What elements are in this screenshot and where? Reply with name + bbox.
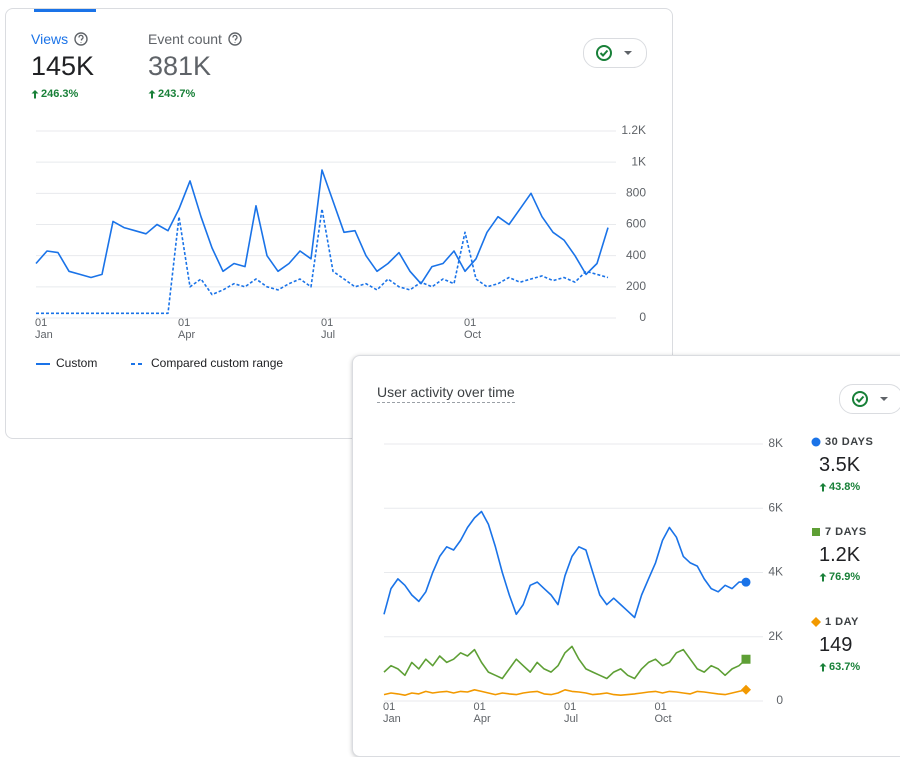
metric-change: 246.3% — [31, 88, 94, 100]
up-arrow — [819, 483, 827, 492]
x-tick-label: 01 Apr — [178, 317, 196, 341]
series-line — [383, 510, 746, 619]
arrow-shape — [819, 483, 827, 492]
y-tick-label: 200 — [626, 279, 646, 293]
legend-entry: 7 DAYS 1.2K 76.9% — [811, 526, 891, 583]
x-tick-label: 01 Apr — [473, 701, 491, 725]
arrow-shape — [148, 90, 156, 99]
metric-label-row: Event count — [148, 31, 242, 47]
legend-name: 7 DAYS — [825, 526, 867, 538]
legend-total: 3.5K — [819, 454, 861, 476]
arrow-shape — [819, 663, 827, 672]
y-tick-label: 8K — [768, 436, 783, 450]
check-mark — [599, 49, 609, 57]
legend-name-row: 30 DAYS — [811, 436, 891, 448]
up-arrow — [819, 573, 827, 582]
change-text: 76.9% — [829, 571, 861, 583]
marker-shape — [811, 437, 821, 447]
metric: Event count 381K 243.7% — [148, 31, 242, 100]
metric-label: Event count — [148, 31, 222, 47]
button-icons — [852, 391, 888, 407]
marker-shape — [812, 528, 820, 536]
change-text: 243.7% — [158, 88, 196, 100]
marker-shape — [811, 617, 821, 627]
legend-label: Custom — [56, 356, 97, 370]
arrow-shape — [819, 573, 827, 582]
legend-name: 1 DAY — [825, 616, 859, 628]
x-tick-label: 01 Jan — [35, 317, 53, 341]
metric-label: Views — [31, 31, 69, 47]
compare-button[interactable] — [583, 38, 647, 68]
up-arrow — [819, 663, 827, 672]
up-arrow — [148, 90, 156, 99]
compare-button[interactable] — [839, 384, 900, 414]
change-text: 43.8% — [829, 481, 861, 493]
change-text: 246.3% — [41, 88, 79, 100]
info-glyph — [232, 34, 238, 43]
y-tick-label: 800 — [626, 186, 646, 200]
series-line — [36, 208, 609, 315]
y-tick-label: 4K — [768, 565, 783, 579]
change-text: 63.7% — [829, 661, 861, 673]
metric: Views 145K 246.3% — [31, 31, 94, 100]
metric-change: 243.7% — [148, 88, 242, 100]
legend-marker — [812, 528, 820, 536]
end-marker — [741, 654, 751, 664]
metric-label-row: Views — [31, 31, 94, 47]
check-mark — [855, 395, 865, 403]
end-marker — [741, 684, 751, 695]
y-tick-label: 2K — [768, 629, 783, 643]
chart-title: User activity over time — [377, 384, 515, 403]
check-icon — [852, 391, 868, 407]
y-tick-label: 0 — [776, 693, 783, 707]
check-icon — [596, 45, 612, 61]
views-card: Views 145K 246.3% Event count 381K 243.7% 0 20… — [5, 8, 673, 439]
legend-marker — [811, 617, 821, 627]
legend-entry: 30 DAYS 3.5K 43.8% — [811, 436, 891, 493]
end-marker — [741, 577, 751, 587]
user-activity-card: User activity over time 0 2K 4K 6K 8K 01 Jan… — [352, 355, 900, 757]
y-tick-label: 400 — [626, 248, 646, 262]
x-tick-label: 01 Jul — [564, 701, 579, 725]
legend-entry: 1 DAY 149 63.7% — [811, 616, 891, 673]
caret — [624, 51, 632, 55]
y-tick-label: 600 — [626, 217, 646, 231]
info-icon — [228, 32, 242, 46]
x-tick-label: 01 Oct — [464, 317, 482, 341]
y-tick-label: 1.2K — [621, 123, 646, 137]
legend-total: 149 — [819, 634, 853, 656]
metric-value: 381K — [148, 51, 212, 81]
series-line — [383, 645, 747, 680]
series-line — [383, 689, 747, 696]
up-arrow — [31, 90, 39, 99]
legend-change: 76.9% — [819, 571, 891, 583]
arrow-shape — [31, 90, 39, 99]
chart: 0 2K 4K 6K 8K — [383, 436, 783, 707]
info-circle — [74, 32, 88, 46]
legend-name-row: 7 DAYS — [811, 526, 891, 538]
series-line — [35, 169, 609, 285]
legend-name-row: 1 DAY — [811, 616, 891, 628]
info-circle — [228, 32, 242, 46]
x-tick-label: 01 Jul — [321, 317, 336, 341]
legend-change: 43.8% — [819, 481, 891, 493]
button-icons — [596, 45, 632, 61]
legend-name: 30 DAYS — [825, 436, 874, 448]
tab-indicator — [34, 9, 96, 12]
y-tick-label: 6K — [768, 500, 783, 514]
legend-change: 63.7% — [819, 661, 891, 673]
y-tick-label: 1K — [631, 154, 646, 168]
x-tick-label: 01 Oct — [654, 701, 672, 725]
legend-total: 1.2K — [819, 544, 861, 566]
chart: 0 200 400 600 800 1K 1.2K Custom Compared custom… — [35, 123, 646, 370]
info-icon — [74, 32, 88, 46]
info-glyph — [78, 34, 84, 43]
caret — [880, 397, 888, 401]
metric-value: 145K — [31, 51, 95, 81]
x-tick-label: 01 Jan — [383, 701, 401, 725]
legend-label: Compared custom range — [151, 356, 283, 370]
y-tick-label: 0 — [639, 310, 646, 324]
legend-marker — [811, 437, 821, 447]
